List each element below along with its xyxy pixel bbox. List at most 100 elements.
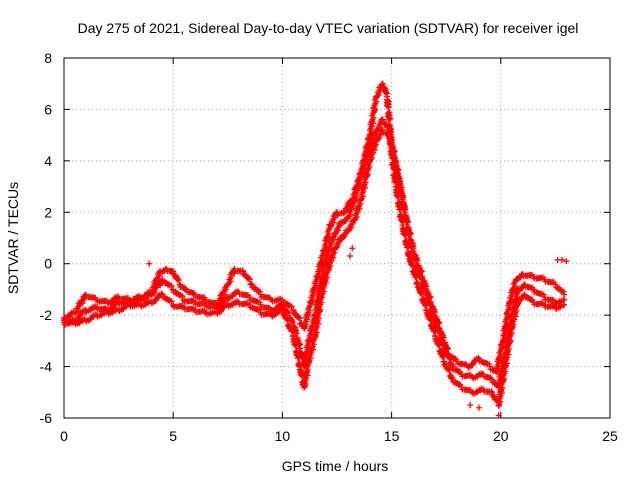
trace-marker <box>421 302 428 309</box>
trace-marker <box>168 282 175 289</box>
trace-marker <box>401 207 408 214</box>
x-axis-label: GPS time / hours <box>282 458 389 474</box>
chart-title: Day 275 of 2021, Sidereal Day-to-day VTE… <box>78 20 579 36</box>
trace-marker <box>394 193 401 200</box>
trace-marker <box>168 298 175 305</box>
x-tick-label: 25 <box>602 428 618 444</box>
y-axis-label: SDTVAR / TECUs <box>5 182 21 294</box>
trace-marker <box>475 354 482 361</box>
trace-marker <box>246 276 253 283</box>
trace-marker <box>384 103 391 110</box>
trace-marker <box>175 277 182 284</box>
trace-marker <box>388 142 395 149</box>
trace-marker <box>179 293 186 300</box>
trace-marker <box>436 329 443 336</box>
plot-frame <box>63 57 611 419</box>
x-tick-label: 5 <box>169 428 177 444</box>
trace-marker <box>388 154 395 161</box>
trace-marker <box>284 316 291 323</box>
trace-marker <box>383 89 390 96</box>
trace-marker <box>293 342 300 349</box>
trace-marker <box>292 342 299 349</box>
data-point <box>176 281 183 288</box>
y-tick-label: -6 <box>40 410 53 426</box>
x-axis-ticks: 0 5 10 15 20 25 <box>60 58 618 444</box>
data-point <box>379 127 386 133</box>
trace-marker <box>289 327 296 334</box>
trace-marker <box>158 290 165 297</box>
data-point <box>486 363 493 370</box>
x-tick-label: 10 <box>275 428 291 444</box>
data-point <box>475 404 482 411</box>
trace-marker <box>182 285 189 292</box>
data-point <box>563 258 570 265</box>
data-point <box>347 253 354 259</box>
y-tick-label: -4 <box>40 359 53 375</box>
trace-marker <box>412 274 419 281</box>
data-point <box>561 296 568 303</box>
data-point <box>558 256 565 263</box>
trace-marker <box>417 274 424 281</box>
trace-marker <box>391 178 398 185</box>
y-axis-ticks: -6 -4 -2 0 2 4 6 8 <box>40 50 610 426</box>
trace-marker <box>419 275 426 282</box>
x-tick-label: 20 <box>493 428 509 444</box>
trace-marker <box>440 353 447 360</box>
trace-marker <box>296 315 303 322</box>
data-point <box>467 402 474 409</box>
trace-marker <box>390 165 397 172</box>
y-tick-label: 6 <box>44 101 52 117</box>
trace-marker <box>387 141 394 148</box>
trace-marker <box>401 231 408 238</box>
data-point <box>495 412 502 419</box>
data-point <box>349 245 356 252</box>
trace-marker <box>283 315 290 322</box>
trace-marker <box>423 286 430 293</box>
trace-marker <box>402 232 409 239</box>
trace-marker <box>294 355 301 362</box>
trace-marker <box>409 262 416 269</box>
trace-marker <box>396 185 403 192</box>
trace-marker <box>414 264 421 271</box>
trace-marker <box>430 328 437 335</box>
trace-marker <box>445 366 452 373</box>
trace-marker <box>408 261 415 268</box>
trace-marker <box>440 340 447 347</box>
y-tick-label: -2 <box>40 307 53 323</box>
y-tick-label: 2 <box>44 204 52 220</box>
trace-marker <box>436 342 443 349</box>
trace-marker <box>423 301 430 308</box>
trace-marker <box>385 116 392 123</box>
trace-marker <box>391 166 398 173</box>
trace-marker <box>432 327 439 334</box>
y-tick-label: 4 <box>44 153 52 169</box>
x-tick-label: 0 <box>60 428 68 444</box>
trace-marker <box>293 330 300 337</box>
trace-marker <box>288 303 295 310</box>
trace-marker <box>446 354 453 361</box>
trace-marker <box>174 276 181 283</box>
x-tick-label: 15 <box>384 428 400 444</box>
data-point <box>146 260 153 267</box>
trace-marker <box>409 245 416 252</box>
trace-marker <box>419 291 426 298</box>
y-tick-label: 8 <box>44 50 52 66</box>
trace-marker <box>385 104 392 111</box>
trace-marker <box>439 354 446 361</box>
trace-marker <box>395 194 402 201</box>
trace-marker <box>285 310 292 317</box>
trace-marker <box>288 328 295 335</box>
trace-marker <box>385 131 392 138</box>
grid-lines <box>64 58 610 418</box>
y-tick-label: 0 <box>44 256 52 272</box>
trace-marker <box>446 367 453 374</box>
trace-marker <box>426 315 433 322</box>
trace-marker <box>403 244 410 251</box>
trace-marker <box>435 341 442 348</box>
trace-marker <box>396 206 403 213</box>
data-markers <box>61 80 570 419</box>
trace-marker <box>417 290 424 297</box>
trace-marker <box>392 179 399 186</box>
data-point <box>561 301 568 308</box>
